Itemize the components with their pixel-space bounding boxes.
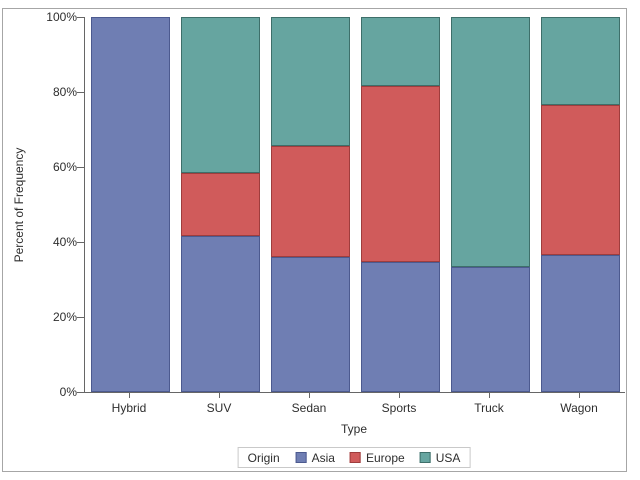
- x-tick-mark: [219, 393, 220, 398]
- y-axis-title: Percent of Frequency: [12, 147, 26, 263]
- bar-band: [265, 17, 355, 392]
- bar-segment-europe: [180, 173, 260, 236]
- x-tick-mark: [579, 393, 580, 398]
- x-category-label: Wagon: [560, 401, 598, 415]
- bar: [270, 17, 350, 392]
- legend-title: Origin: [247, 450, 280, 465]
- legend-swatch: [349, 452, 361, 463]
- bar-segment-asia: [90, 17, 170, 392]
- y-tick-mark: [77, 317, 84, 318]
- x-category-label: Hybrid: [111, 401, 147, 415]
- legend-swatch: [419, 452, 431, 463]
- legend-items: Asia Europe USA: [295, 450, 461, 465]
- x-tick-mark: [309, 393, 310, 398]
- y-tick-mark: [77, 242, 84, 243]
- bar-segment-europe: [270, 145, 350, 258]
- bar-segment-europe: [360, 85, 440, 262]
- legend-item-label: USA: [435, 450, 461, 465]
- bar-band: [445, 17, 535, 392]
- x-tick-mark: [399, 393, 400, 398]
- bar-band: [355, 17, 445, 392]
- x-tick-mark: [129, 393, 130, 398]
- y-tick-label: 80%: [52, 85, 77, 99]
- bar-segment-asia: [450, 267, 530, 392]
- y-tick-label: 0%: [59, 385, 77, 399]
- legend-item: Asia: [295, 450, 335, 465]
- legend-item-label: Asia: [311, 450, 335, 465]
- bar-band: [175, 17, 265, 392]
- y-tick-mark: [77, 167, 84, 168]
- bar: [90, 17, 170, 392]
- bar: [360, 17, 440, 392]
- bar-segment-usa: [360, 17, 440, 86]
- legend-item-label: Europe: [365, 450, 405, 465]
- bar-segment-usa: [270, 17, 350, 146]
- y-tick-label: 20%: [52, 310, 77, 324]
- bar-segment-asia: [270, 257, 350, 392]
- bar-segment-usa: [450, 17, 530, 268]
- x-category-label: Truck: [474, 401, 504, 415]
- bar-segment-asia: [360, 261, 440, 392]
- legend: Origin Asia Europe USA: [237, 447, 471, 468]
- bar-segment-asia: [180, 235, 260, 392]
- y-tick-label: 40%: [52, 235, 77, 249]
- x-category-label: SUV: [206, 401, 232, 415]
- bar-segment-europe: [540, 104, 620, 255]
- legend-item: Europe: [349, 450, 405, 465]
- y-tick-mark: [77, 392, 84, 393]
- legend-swatch: [295, 452, 307, 463]
- y-tick-mark: [77, 92, 84, 93]
- bar-band: [85, 17, 175, 392]
- y-tick-mark: [77, 17, 84, 18]
- y-tick-label: 100%: [46, 10, 77, 24]
- x-category-label: Sedan: [291, 401, 327, 415]
- bar-segment-usa: [540, 17, 620, 105]
- bar-segment-asia: [540, 254, 620, 392]
- bar: [450, 17, 530, 392]
- x-axis-title: Type: [340, 422, 368, 436]
- x-category-label: Sports: [381, 401, 417, 415]
- plot-area: [84, 17, 625, 393]
- bar: [540, 17, 620, 392]
- legend-item: USA: [419, 450, 461, 465]
- bar-segment-usa: [180, 17, 260, 174]
- bar-band: [535, 17, 625, 392]
- x-tick-mark: [489, 393, 490, 398]
- bar: [180, 17, 260, 392]
- y-tick-label: 60%: [52, 160, 77, 174]
